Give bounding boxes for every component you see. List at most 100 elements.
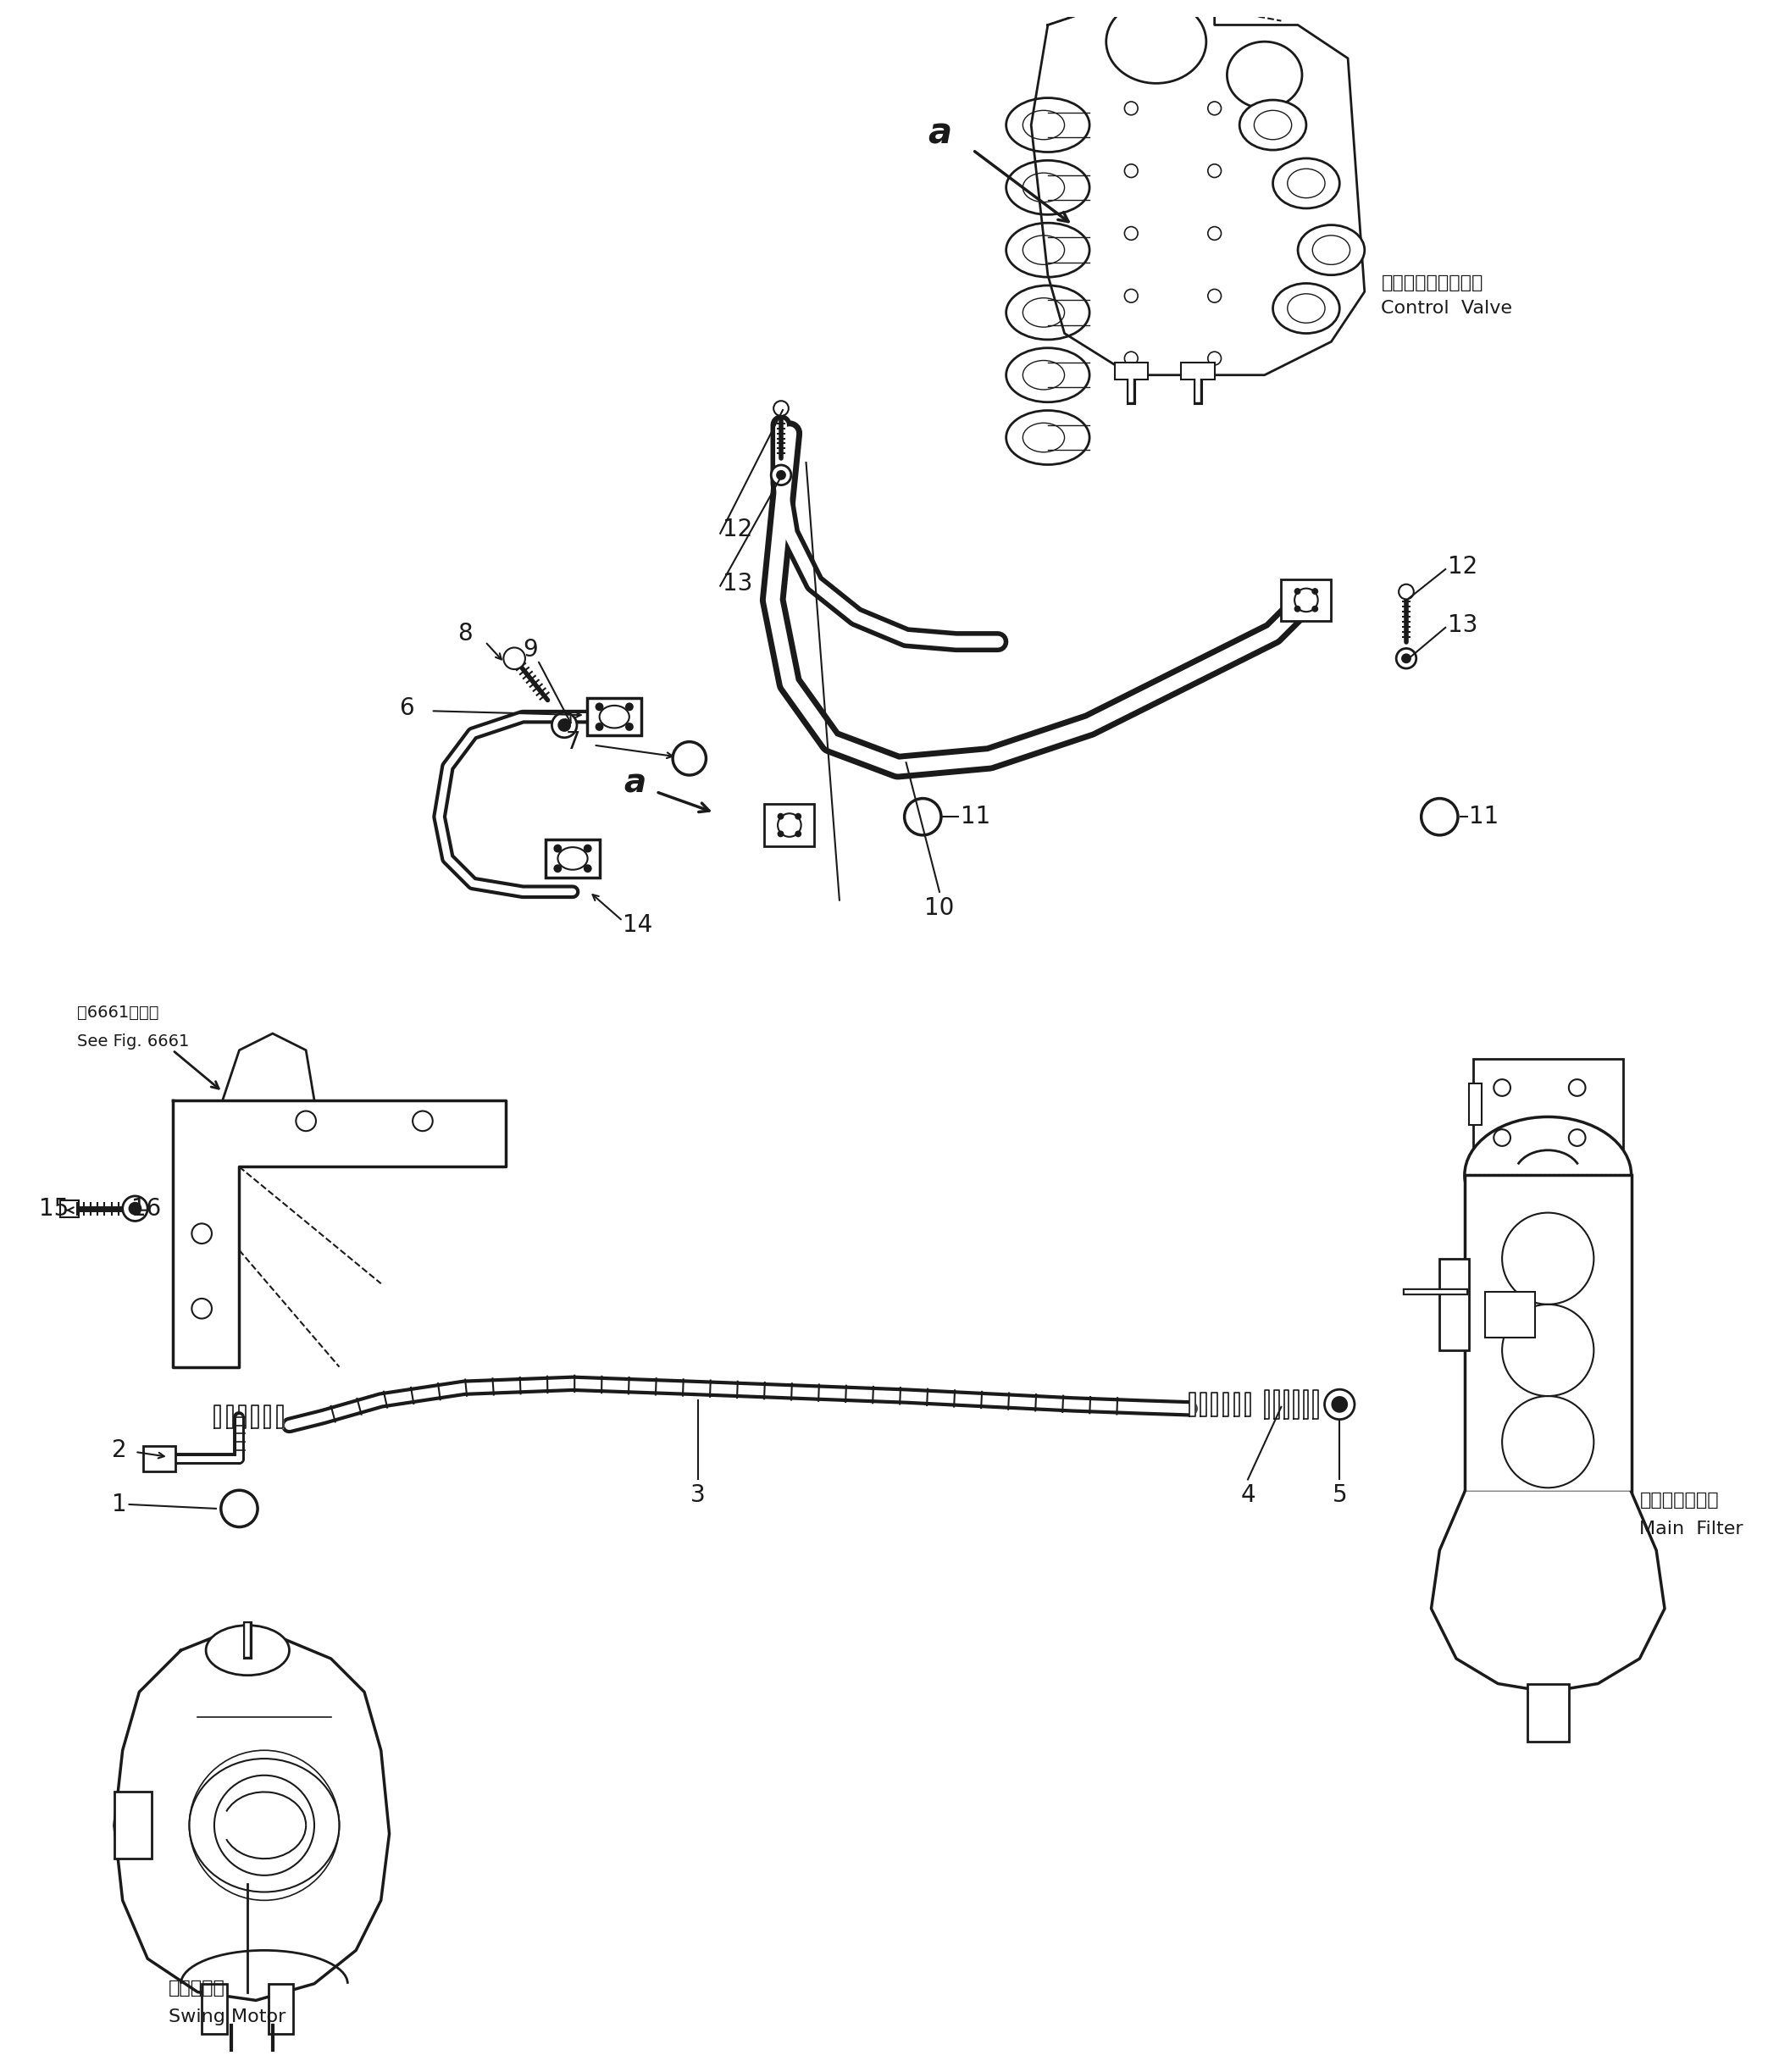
Bar [1114, 363, 1147, 379]
Ellipse shape [1227, 41, 1301, 108]
Circle shape [626, 702, 633, 711]
Circle shape [1397, 649, 1416, 669]
Text: 13: 13 [1448, 613, 1478, 636]
Bar [143, 1446, 175, 1471]
Text: 5: 5 [1331, 1484, 1347, 1506]
Ellipse shape [1006, 348, 1089, 402]
Text: 旋回モータ: 旋回モータ [168, 1979, 225, 1995]
Ellipse shape [1006, 97, 1089, 151]
Circle shape [1312, 588, 1319, 595]
Text: Main  Filter: Main Filter [1639, 1521, 1743, 1537]
Circle shape [771, 464, 790, 485]
Polygon shape [1223, 1392, 1229, 1415]
Text: コントロールバルブ: コントロールバルブ [1381, 276, 1483, 292]
Polygon shape [251, 1405, 258, 1428]
Circle shape [1324, 1390, 1354, 1419]
Ellipse shape [1273, 157, 1340, 209]
Bar [587, 698, 642, 736]
Text: 9: 9 [523, 638, 537, 661]
Text: 6: 6 [400, 696, 414, 721]
Text: 15: 15 [39, 1198, 69, 1220]
Polygon shape [1264, 1390, 1269, 1419]
Polygon shape [239, 1405, 246, 1428]
Circle shape [796, 831, 801, 837]
Text: a: a [624, 767, 647, 800]
Circle shape [796, 812, 801, 821]
Circle shape [778, 812, 783, 821]
Text: メインフィルタ: メインフィルタ [1639, 1492, 1718, 1508]
Text: 8: 8 [458, 622, 472, 644]
Bar [202, 1983, 226, 2035]
Polygon shape [1031, 8, 1365, 375]
Polygon shape [214, 1405, 221, 1428]
Text: 1: 1 [111, 1492, 127, 1517]
Text: See Fig. 6661: See Fig. 6661 [76, 1034, 189, 1051]
Circle shape [504, 649, 525, 669]
Text: Swing Motor: Swing Motor [168, 2008, 286, 2026]
Polygon shape [278, 1405, 283, 1428]
Polygon shape [1200, 1392, 1206, 1415]
Circle shape [122, 1196, 147, 1220]
Polygon shape [1211, 1392, 1218, 1415]
Text: 11: 11 [1469, 804, 1499, 829]
Polygon shape [1314, 1390, 1317, 1419]
Circle shape [1294, 605, 1301, 611]
Circle shape [129, 1202, 141, 1214]
Text: 3: 3 [690, 1484, 705, 1506]
Polygon shape [115, 1633, 389, 1999]
Polygon shape [1294, 1390, 1298, 1419]
Bar [1464, 1175, 1632, 1492]
Polygon shape [1284, 1390, 1289, 1419]
Polygon shape [1275, 1390, 1278, 1419]
Ellipse shape [1006, 224, 1089, 278]
Text: 13: 13 [723, 572, 753, 595]
Circle shape [626, 723, 633, 731]
Circle shape [552, 713, 576, 738]
Text: 2: 2 [111, 1438, 127, 1463]
Bar [1528, 1685, 1568, 1743]
Text: 4: 4 [1241, 1484, 1255, 1506]
Circle shape [774, 400, 789, 416]
Circle shape [1294, 588, 1301, 595]
Bar [1282, 580, 1331, 622]
Circle shape [583, 864, 592, 872]
Text: 7: 7 [566, 729, 582, 754]
Circle shape [557, 719, 571, 731]
Bar [1439, 1258, 1469, 1351]
Ellipse shape [1239, 99, 1307, 149]
Circle shape [596, 723, 603, 731]
Text: a: a [928, 116, 951, 151]
Bar [764, 804, 815, 845]
Polygon shape [1303, 1390, 1308, 1419]
Bar [1485, 1291, 1535, 1339]
Polygon shape [263, 1405, 271, 1428]
Ellipse shape [1273, 284, 1340, 334]
Bar [1181, 363, 1215, 379]
Bar [546, 839, 599, 876]
Circle shape [1402, 653, 1411, 663]
Circle shape [778, 831, 783, 837]
Ellipse shape [1006, 410, 1089, 464]
Text: 第6661図参照: 第6661図参照 [76, 1005, 159, 1021]
Text: 14: 14 [622, 914, 652, 937]
Ellipse shape [1107, 0, 1206, 83]
Polygon shape [1190, 1392, 1195, 1415]
Ellipse shape [1464, 1117, 1632, 1233]
Bar [115, 1792, 152, 1859]
Ellipse shape [205, 1624, 290, 1676]
Ellipse shape [1006, 160, 1089, 215]
Circle shape [1398, 584, 1414, 599]
Circle shape [776, 470, 787, 481]
Circle shape [1331, 1397, 1347, 1413]
Polygon shape [1432, 1492, 1665, 1693]
Polygon shape [226, 1405, 233, 1428]
Polygon shape [1245, 1392, 1250, 1415]
Bar [1469, 1084, 1482, 1125]
Circle shape [583, 843, 592, 854]
Bar [1473, 1059, 1623, 1167]
Circle shape [553, 864, 562, 872]
Polygon shape [1234, 1392, 1239, 1415]
Ellipse shape [1006, 286, 1089, 340]
Bar [269, 1983, 293, 2035]
Bar [60, 1200, 78, 1216]
